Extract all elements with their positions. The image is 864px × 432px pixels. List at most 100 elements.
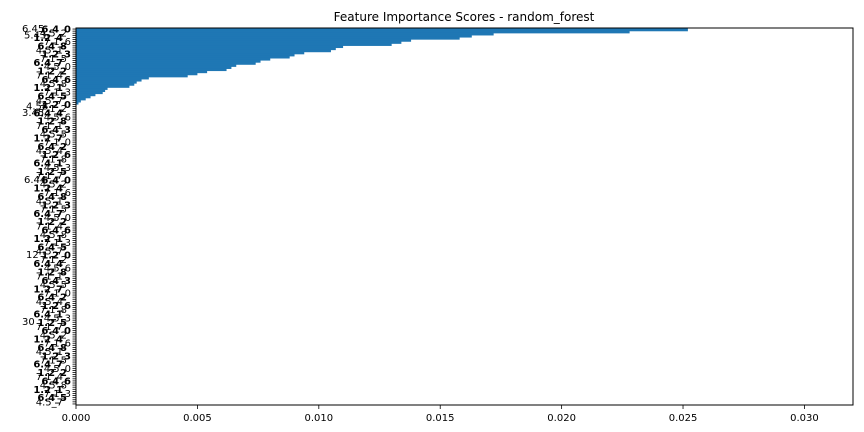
y-tick-label: 4.5_0 (44, 364, 71, 375)
y-tick-label: 4.5_0 (44, 62, 71, 73)
bar (76, 70, 208, 74)
y-tick-label: 4.5_6 (44, 263, 71, 274)
y-tick-label: 7.1_3 (44, 238, 71, 249)
bar (76, 61, 256, 65)
bar (76, 95, 91, 99)
y-tick-label: 1.2_4 (33, 33, 63, 44)
bar (76, 34, 472, 38)
y-tick-label: 1.2_5 (37, 167, 67, 178)
bar (76, 51, 305, 55)
y-tick-label: 4.5_7 (36, 96, 63, 107)
bar (76, 101, 79, 105)
x-tick-label: 0.030 (790, 413, 819, 424)
y-feature-label: 12 (26, 250, 39, 261)
y-tick-label: 7.1_8 (40, 154, 67, 165)
y-tick-label: 6.4_3 (41, 125, 71, 136)
y-tick-label: 1.2_0 (41, 251, 71, 262)
y-tick-label: 1.2_3 (41, 351, 71, 362)
y-tick-label: 6.4_1 (33, 159, 63, 170)
x-axis-ticks: 0.000 0.005 0.010 0.015 0.020 0.025 0.030 (62, 405, 819, 424)
y-feature-label: 3.45 (22, 108, 44, 119)
y-tick-label: 6.4_2 (37, 293, 67, 304)
y-tick-label: 6.4_6 (41, 376, 71, 387)
y-tick-label: 4.5_8 (40, 381, 67, 392)
y-tick-label: 7.1_3 (44, 389, 71, 400)
y-tick-label: 7.1_8 (40, 305, 67, 316)
y-feature-label: 5.43 (24, 30, 46, 41)
y-tick-label: 6.4_2 (37, 142, 67, 153)
y-tick-label: 4.5_4 (36, 297, 63, 308)
plot-frame (75, 27, 854, 406)
x-tick-label: 0.010 (304, 413, 333, 424)
y-tick-label: 6.4_0 (41, 25, 71, 36)
y-feature-label: 6.44 (24, 175, 46, 186)
y-tick-label: 7.1_2 (40, 255, 67, 266)
bars-layer (76, 28, 688, 105)
y-tick-label: 6.4_5 (37, 92, 67, 103)
y-tick-label: 7.1_1 (36, 272, 63, 283)
bar (76, 36, 460, 40)
y-tick-label: 4.5_2 (40, 330, 67, 341)
y-tick-label: 7.1_7 (36, 171, 63, 182)
y-tick-label: 1.2_8 (37, 117, 67, 128)
bar (76, 99, 81, 103)
y-tick-label: 6.4_8 (37, 343, 67, 354)
y-tick-label: 4.5_7 (36, 247, 63, 258)
y-tick-label: 4.5_8 (40, 79, 67, 90)
x-tick-label: 0.020 (547, 413, 576, 424)
y-feature-label: 30 (22, 317, 35, 328)
y-tick-label: 4.5_1 (36, 196, 63, 207)
y-tick-label: 1.2_6 (41, 301, 71, 312)
y-tick-label: 7.1_2 (40, 104, 67, 115)
y-tick-label: 1.2_4 (33, 184, 63, 195)
y-tick-label: 6.4_8 (37, 41, 67, 52)
y-tick-label: 7.1_6 (44, 37, 71, 48)
bar (76, 28, 688, 32)
bar (76, 32, 494, 36)
x-tick-label: 0.000 (62, 413, 91, 424)
y-tick-label: 7.1_4 (36, 372, 63, 383)
y-tick-label: 4.5_4 (36, 146, 63, 157)
y-tick-label: 1.2_4 (33, 335, 63, 346)
y-tick-label: 7.1_1 (36, 121, 63, 132)
y-tick-label: 4.5_1 (36, 45, 63, 56)
x-tick-label: 0.015 (426, 413, 455, 424)
bar (76, 45, 344, 49)
y-tick-label: 1.2_0 (41, 100, 71, 111)
y-tick-label: 7.1_0 (44, 138, 71, 149)
y-tick-label: 4.5_2 (40, 180, 67, 191)
y-tick-label: 1.2_2 (37, 217, 67, 228)
bar (76, 72, 198, 76)
y-tick-label: 1.2_7 (33, 133, 63, 144)
y-tick-label: 7.1_5 (40, 54, 67, 65)
y-tick-label: 4.5_5 (40, 129, 67, 140)
bar (76, 38, 412, 42)
y-tick-label: 1.2_7 (33, 284, 63, 295)
y-tick-label: 7.1_3 (44, 87, 71, 98)
y-tick-label: 6.4_0 (41, 326, 71, 337)
bar (76, 55, 290, 59)
y-tick-label: 6.4_7 (33, 360, 63, 371)
bar (76, 74, 188, 78)
y-tick-label: 6.4_6 (41, 226, 71, 237)
bar (76, 68, 227, 72)
y-tick-label: 6.4_1 (33, 309, 63, 320)
y-tick-label: 7.1_4 (36, 71, 63, 82)
y-tick-label: 6.4_7 (33, 58, 63, 69)
bar (76, 30, 630, 34)
y-tick-label: 4.5_5 (40, 280, 67, 291)
y-tick-label: 4.5_3 (44, 314, 71, 325)
y-tick-label: 1.2_8 (37, 268, 67, 279)
y-feature-label: 6.45 (22, 24, 44, 35)
y-tick-label: 1.2_5 (37, 318, 67, 329)
y-tick-label: 1.2_3 (41, 50, 71, 61)
bar (76, 49, 331, 53)
y-label-layer: 6.4_04.5_21.2_47.1_66.4_84.5_11.2_37.1_5… (22, 24, 76, 408)
y-tick-label: 1.2_1 (33, 83, 63, 94)
y-tick-label: 7.1_5 (40, 355, 67, 366)
bar (76, 91, 103, 95)
y-tick-label: 6.4_3 (41, 276, 71, 287)
bar (76, 76, 149, 80)
y-tick-label: 6.4_4 (33, 108, 63, 119)
